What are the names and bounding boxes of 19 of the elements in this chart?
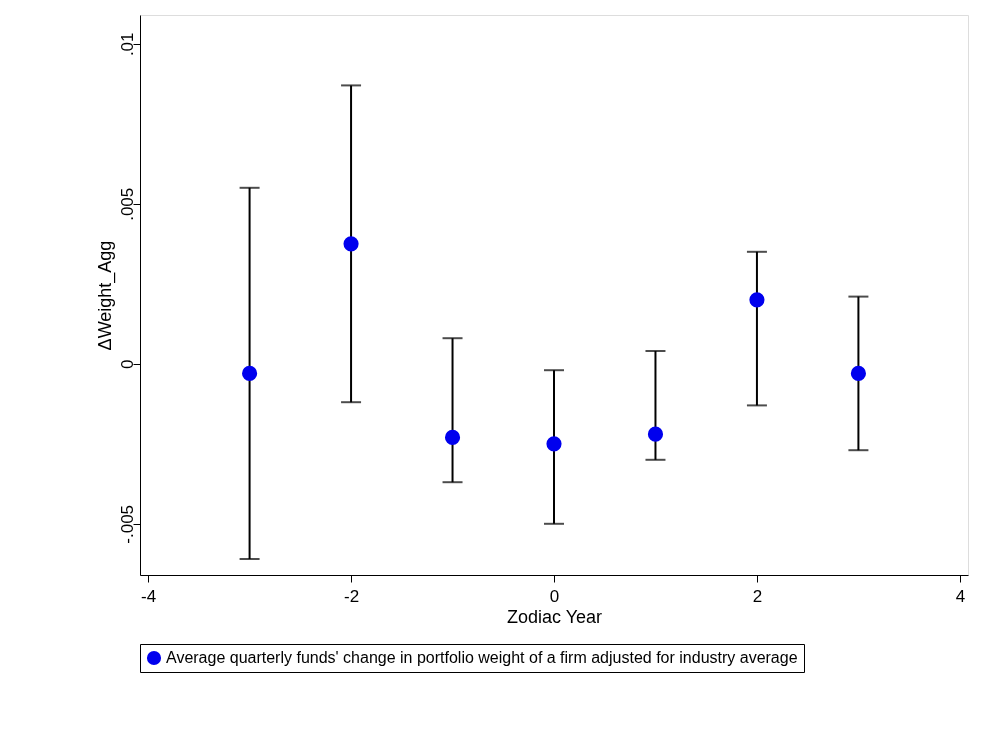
legend-label: Average quarterly funds' change in portfolio weight of a firm adjusted for industry average — [166, 649, 798, 666]
y-axis-title: ΔWeight_Agg — [94, 240, 116, 351]
y-tick-label: 0 — [117, 359, 137, 370]
point — [749, 292, 765, 308]
x-tick-label: -4 — [141, 586, 157, 606]
point — [444, 429, 461, 445]
x-tick-label: 4 — [955, 586, 966, 606]
point — [242, 365, 258, 381]
point — [850, 365, 866, 381]
point — [647, 426, 664, 442]
point — [343, 236, 359, 252]
y-tick-label: -.005 — [117, 504, 137, 544]
y-tick-label: .01 — [117, 32, 137, 57]
x-axis-title: Zodiac Year — [506, 606, 603, 627]
point — [546, 436, 562, 452]
x-tick-label: 2 — [752, 586, 763, 606]
x-tick-label: 0 — [549, 586, 560, 606]
x-tick-label: -2 — [344, 586, 360, 606]
y-tick-label: .005 — [117, 187, 137, 221]
